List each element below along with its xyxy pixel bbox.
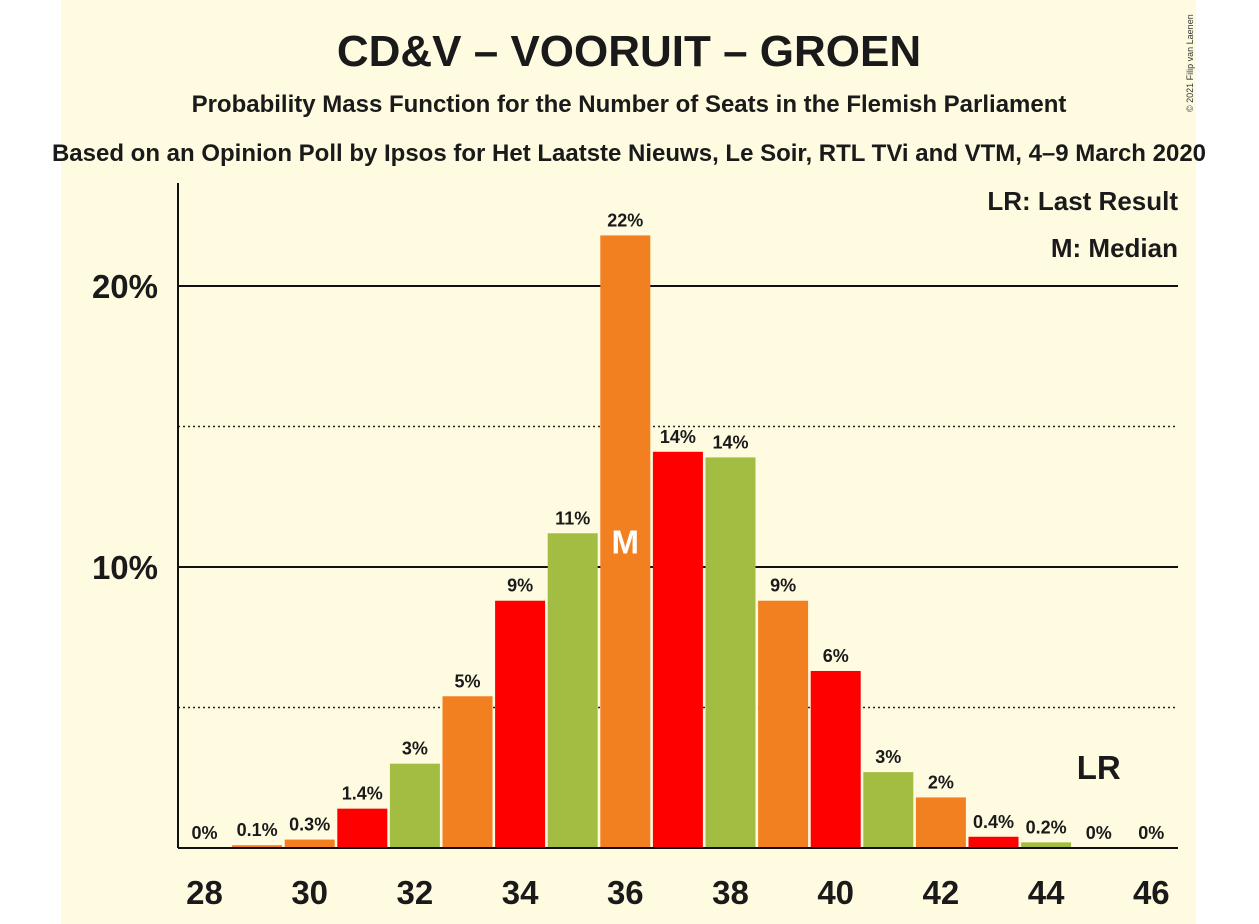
x-tick-label: 30 <box>291 874 328 911</box>
chart-subtitle: Probability Mass Function for the Number… <box>192 91 1067 118</box>
bar-seat-39 <box>758 600 809 848</box>
bar-value-label: 0% <box>191 823 217 843</box>
bar-value-label: 2% <box>928 772 954 792</box>
bar-value-label: 0.1% <box>237 820 278 840</box>
bar-labels-group: 0% 0.1% 0.3% 1.4% 3% 5% 9% 11% 22% 14% 14% 9% 6% 3% 2%… <box>191 210 1164 843</box>
bar-value-label: 9% <box>770 576 796 596</box>
y-tick-label: 10% <box>92 549 158 586</box>
bars-group <box>232 235 1072 849</box>
bar-seat-43 <box>968 836 1019 848</box>
bar-value-label: 9% <box>507 576 533 596</box>
legend-median: M: Median <box>1051 233 1178 263</box>
median-marker: M <box>612 524 640 561</box>
bar-seat-40 <box>810 670 861 848</box>
bar-seat-44 <box>1021 842 1072 848</box>
bar-seat-37 <box>652 451 703 848</box>
bar-value-label: 5% <box>454 671 480 691</box>
bar-seat-34 <box>495 600 546 848</box>
bar-value-label: 22% <box>607 210 643 230</box>
x-tick-label: 38 <box>712 874 749 911</box>
bar-seat-29 <box>232 845 283 848</box>
bar-value-label: 14% <box>660 427 696 447</box>
chart-title: CD&V – VOORUIT – GROEN <box>337 27 921 76</box>
axes-group: 28 30 32 34 36 38 40 42 44 46 10% 20% <box>92 183 1178 911</box>
bar-value-label: 0.2% <box>1026 817 1067 837</box>
bar-seat-35 <box>547 533 598 848</box>
bar-value-label: 0.4% <box>973 812 1014 832</box>
bar-seat-41 <box>863 772 914 848</box>
bar-seat-33 <box>442 696 493 848</box>
bar-value-label: 14% <box>712 432 748 452</box>
bar-value-label: 6% <box>823 646 849 666</box>
x-tick-label: 32 <box>397 874 434 911</box>
x-tick-label: 42 <box>923 874 960 911</box>
x-tick-label: 40 <box>817 874 854 911</box>
bar-value-label: 1.4% <box>342 784 383 804</box>
y-tick-label: 20% <box>92 268 158 305</box>
bar-value-label: 0% <box>1138 823 1164 843</box>
x-tick-label: 34 <box>502 874 539 911</box>
bar-seat-38 <box>705 457 756 848</box>
bar-seat-31 <box>337 808 388 848</box>
bar-value-label: 0% <box>1086 823 1112 843</box>
bar-seat-32 <box>389 763 440 848</box>
x-tick-label: 28 <box>186 874 223 911</box>
markers-group: M LR <box>612 524 1121 786</box>
chart-source: Based on an Opinion Poll by Ipsos for He… <box>52 140 1206 167</box>
bar-seat-42 <box>915 797 966 848</box>
x-tick-label: 44 <box>1028 874 1065 911</box>
bar-value-label: 0.3% <box>289 815 330 835</box>
x-tick-label: 46 <box>1133 874 1170 911</box>
copyright-text: © 2021 Filip van Laenen <box>1185 14 1195 112</box>
x-tick-label: 36 <box>607 874 644 911</box>
bar-seat-30 <box>284 839 335 848</box>
last-result-marker: LR <box>1077 749 1121 786</box>
legend-last-result: LR: Last Result <box>987 186 1178 216</box>
bar-value-label: 11% <box>555 508 590 528</box>
bar-value-label: 3% <box>875 747 901 767</box>
bar-seat-36 <box>600 235 651 849</box>
bar-value-label: 3% <box>402 739 428 759</box>
